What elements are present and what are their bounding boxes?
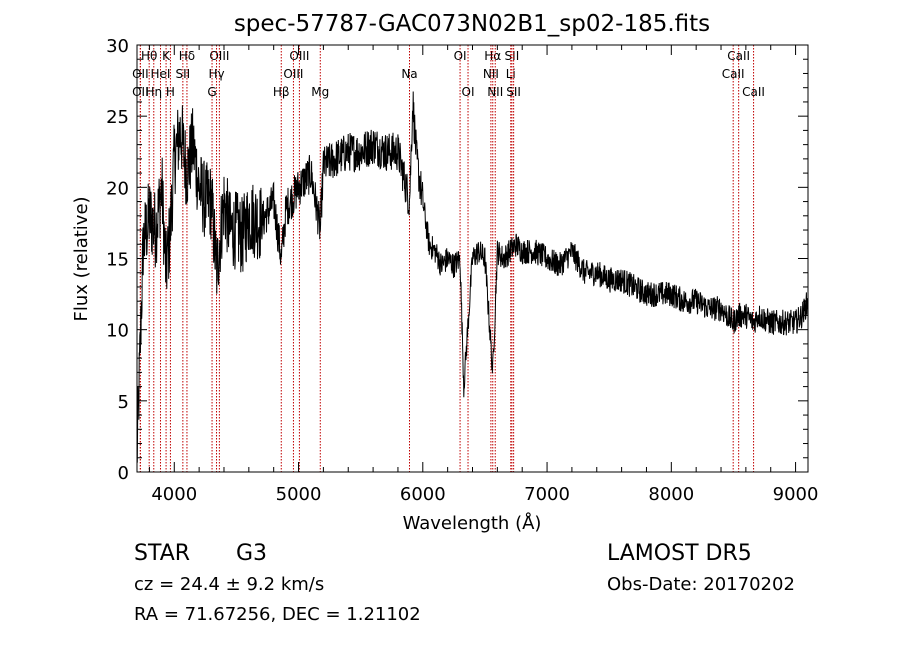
x-tick-label: 6000 (400, 484, 446, 505)
spectrum-line (136, 91, 809, 463)
coordinates: RA = 71.67256, DEC = 1.21102 (134, 604, 421, 625)
line-label: Hδ (179, 49, 195, 63)
line-label: OI (454, 49, 467, 63)
line-label: Li (506, 67, 516, 81)
line-label: HeI (151, 67, 171, 81)
y-axis-title: Flux (relative) (71, 196, 92, 321)
object-class: STAR (134, 541, 190, 566)
x-tick-label: 4000 (151, 484, 197, 505)
chart-title: spec-57787-GAC073N02B1_sp02-185.fits (234, 11, 710, 37)
obs-date: Obs-Date: 20170202 (607, 574, 795, 595)
y-tick-label: 0 (118, 463, 129, 484)
survey-name: LAMOST DR5 (607, 541, 752, 566)
line-label: Hθ (141, 49, 157, 63)
object-subclass: G3 (236, 541, 267, 566)
line-label: K (162, 49, 171, 63)
line-label: Hα (484, 49, 501, 63)
line-label: OII (132, 67, 149, 81)
line-label: OII (132, 85, 149, 99)
x-tick-label: 8000 (648, 484, 694, 505)
y-tick-label: 30 (106, 36, 129, 57)
y-tick-label: 10 (106, 321, 129, 342)
line-label: Hβ (273, 85, 290, 99)
y-tick-label: 20 (106, 178, 129, 199)
line-label: SII (506, 85, 521, 99)
line-label: SII (176, 67, 191, 81)
redshift-cz: cz = 24.4 ± 9.2 km/s (134, 574, 324, 595)
x-tick-label: 9000 (773, 484, 819, 505)
x-tick-label: 7000 (524, 484, 570, 505)
line-label: Hη (145, 85, 162, 99)
line-label: CaII (722, 67, 745, 81)
x-axis-title: Wavelength (Å) (403, 512, 542, 534)
line-label: OIII (283, 67, 303, 81)
line-label: Na (401, 67, 417, 81)
line-label: NII (487, 85, 503, 99)
line-label: H (166, 85, 175, 99)
line-label: Mg (311, 85, 329, 99)
y-tick-label: 15 (106, 250, 129, 271)
y-tick-label: 5 (118, 392, 129, 413)
line-label: G (207, 85, 216, 99)
line-label: OIII (289, 49, 309, 63)
line-label: CaII (742, 85, 765, 99)
x-tick-label: 5000 (276, 484, 322, 505)
line-label: SII (505, 49, 520, 63)
line-label: CaII (727, 49, 750, 63)
line-label: OIII (209, 49, 229, 63)
line-label: OI (462, 85, 475, 99)
line-label: NII (483, 67, 499, 81)
y-tick-label: 25 (106, 107, 129, 128)
line-label: Hγ (208, 67, 224, 81)
